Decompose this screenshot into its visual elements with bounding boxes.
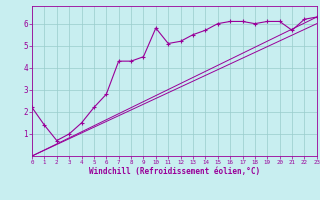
X-axis label: Windchill (Refroidissement éolien,°C): Windchill (Refroidissement éolien,°C)	[89, 167, 260, 176]
